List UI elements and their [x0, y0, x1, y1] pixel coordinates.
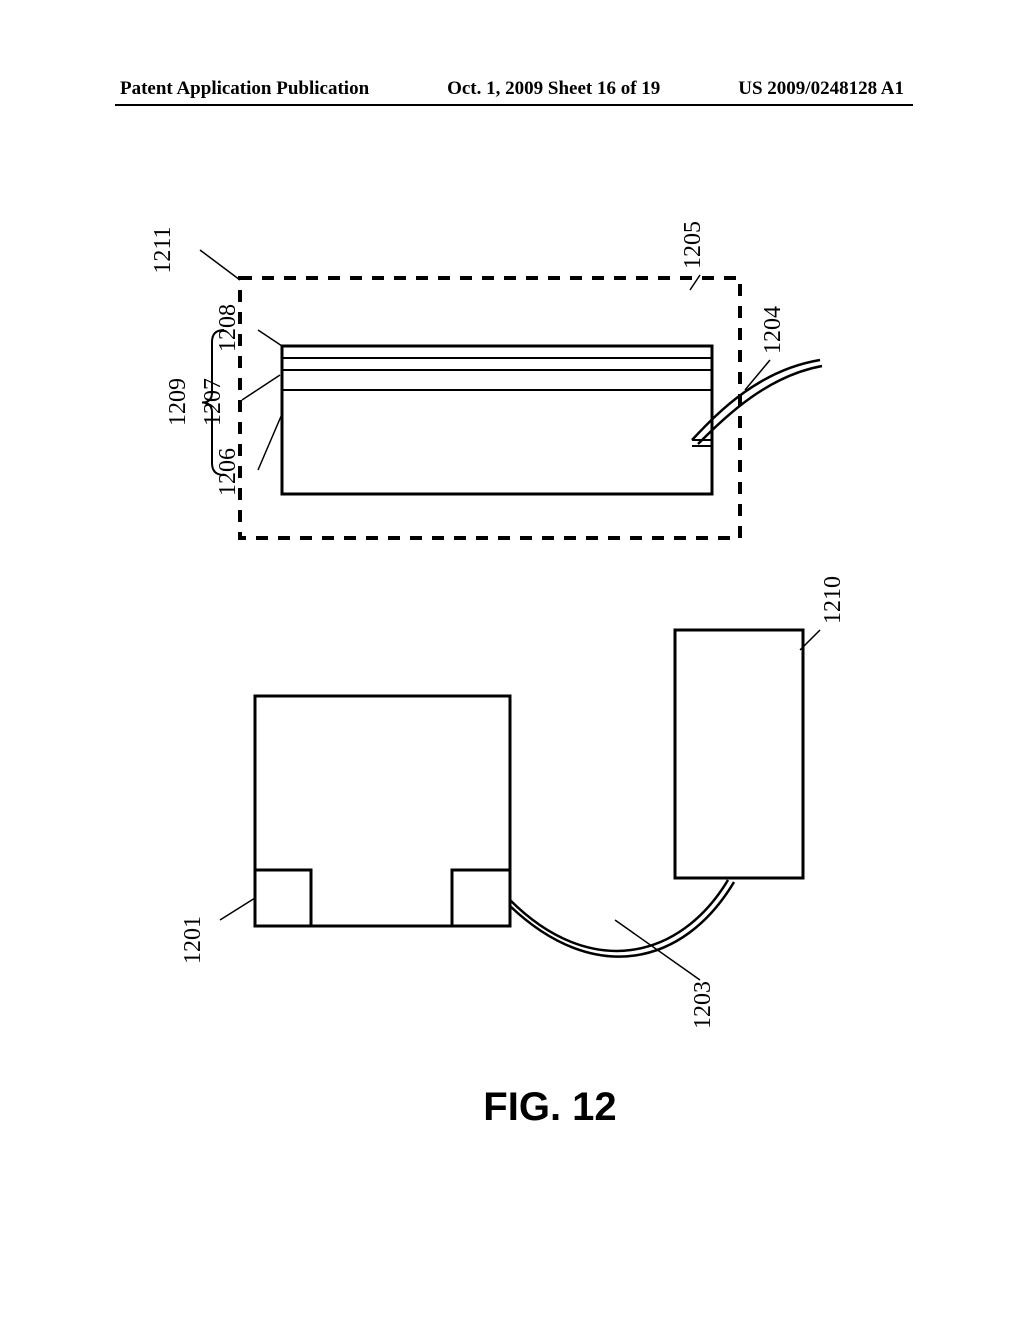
header-left: Patent Application Publication	[120, 78, 369, 100]
ref-1209: 1209	[165, 378, 191, 426]
header-right: US 2009/0248128 A1	[738, 78, 904, 100]
figure-svg: 1211120512081207120612091204121012011203…	[120, 180, 910, 1220]
figure-12: 1211120512081207120612091204121012011203…	[120, 180, 910, 1220]
header-rule	[115, 104, 913, 106]
ref-1210: 1210	[820, 576, 846, 624]
figure-caption: FIG. 12	[483, 1085, 616, 1129]
ref-1201: 1201	[180, 916, 206, 964]
ref-1211: 1211	[150, 226, 176, 273]
ref-1205: 1205	[680, 221, 706, 269]
ref-1208: 1208	[215, 304, 241, 352]
ref-1203: 1203	[690, 981, 716, 1029]
ref-1204: 1204	[760, 306, 786, 354]
header-center: Oct. 1, 2009 Sheet 16 of 19	[447, 78, 660, 100]
header: Patent Application Publication Oct. 1, 2…	[0, 78, 1024, 100]
ref-1206: 1206	[215, 448, 241, 496]
